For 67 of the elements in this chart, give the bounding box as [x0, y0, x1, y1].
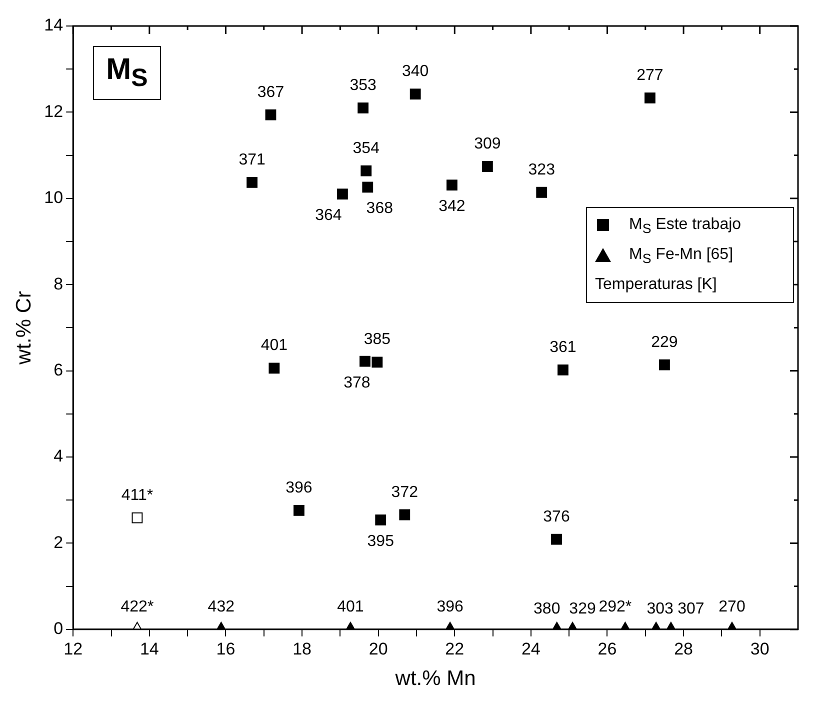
- x-axis-title: wt.% Mn: [394, 667, 476, 690]
- point: [362, 182, 374, 193]
- x-tick-label: 28: [674, 639, 694, 658]
- point: [246, 177, 258, 188]
- annotation: 364: [315, 207, 342, 224]
- y-tick-label: 8: [54, 274, 64, 294]
- annotation: 368: [366, 200, 394, 218]
- annotation: 385: [364, 331, 391, 348]
- annotation: 323: [528, 161, 556, 178]
- annotation: 372: [391, 484, 418, 501]
- point: [558, 364, 568, 376]
- annotation: 303: [646, 600, 674, 618]
- legend-label: M$_{S}$ Fe-Mn [65]: [629, 246, 734, 266]
- annotation: 401: [260, 337, 288, 354]
- annotation: 367: [257, 84, 284, 101]
- point: [337, 188, 348, 200]
- point: [482, 161, 493, 172]
- point: [358, 102, 369, 114]
- point: [536, 186, 548, 198]
- annotation: 340: [402, 63, 429, 80]
- y-tick-label: 4: [54, 446, 64, 466]
- annotation: 342: [438, 198, 466, 216]
- annotation: 371: [238, 151, 266, 168]
- y-tick-label: 6: [54, 360, 64, 380]
- annotation: 422*: [120, 598, 154, 616]
- annotation: Temperaturas [K]: [595, 275, 718, 296]
- x-tick-label: 30: [750, 639, 770, 658]
- annotation: 309: [474, 136, 501, 153]
- annotation: 396: [286, 479, 312, 496]
- x-tick-label: 24: [521, 639, 540, 658]
- annotation: 376: [543, 508, 570, 526]
- point: [265, 109, 276, 120]
- annotation: 353: [350, 76, 377, 94]
- x-tick-label: 22: [445, 639, 464, 658]
- y-tick-label: 0: [54, 619, 64, 638]
- annotation: 229: [651, 334, 678, 351]
- annotation: 395: [367, 532, 394, 550]
- point: [446, 180, 458, 190]
- y-tick-label: 12: [44, 102, 64, 121]
- y-tick-label: 2: [54, 532, 64, 552]
- annotation: 361: [550, 338, 576, 356]
- annotation: 277: [636, 66, 664, 84]
- annotation: 292*: [598, 598, 632, 616]
- x-tick-label: 16: [216, 639, 236, 658]
- x-tick-label: 14: [140, 639, 159, 658]
- legend-label: M$_{S}$ Este trabajo: [629, 216, 742, 236]
- annotation: 401: [337, 598, 364, 616]
- annotation: 411*: [121, 486, 154, 504]
- point: [360, 165, 372, 176]
- y-tick-label: 10: [44, 188, 64, 208]
- point: [410, 88, 421, 100]
- point: [360, 356, 370, 367]
- y-tick-label: 14: [44, 16, 64, 35]
- x-tick-label: 20: [368, 639, 388, 658]
- annotation: 380: [534, 600, 560, 618]
- text: M$_{S}$: [93, 46, 161, 100]
- annotation: 307: [678, 600, 704, 618]
- annotation: 354: [352, 140, 380, 157]
- annotation: 329: [569, 600, 596, 618]
- annotation: 396: [436, 598, 464, 616]
- annotation: 378: [344, 374, 370, 392]
- annotation: 432: [208, 598, 235, 616]
- point: [644, 92, 656, 104]
- x-tick-label: 26: [598, 639, 617, 658]
- annotation: 270: [718, 598, 746, 616]
- y-axis-title: wt.% Cr: [12, 290, 36, 366]
- x-tick-label: 18: [292, 639, 312, 658]
